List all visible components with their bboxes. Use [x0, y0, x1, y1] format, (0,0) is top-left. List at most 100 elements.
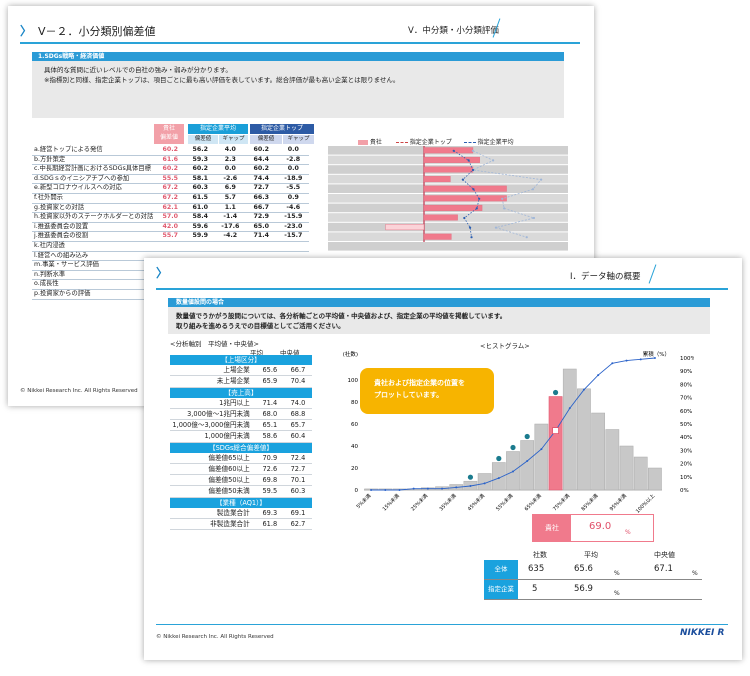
cell-self: 42.0 — [155, 222, 186, 233]
back-section-label: Ⅴ．中分類・小分類評価 — [408, 26, 499, 36]
cell-med: 69.1 — [283, 507, 312, 520]
top-line-point — [503, 207, 506, 210]
chart-row-band — [328, 242, 568, 251]
cell-avg: 65.1 — [255, 419, 284, 432]
avg-line-point — [471, 168, 475, 172]
cell-label: f.社外開示 — [32, 193, 156, 204]
description-box: 1.SDGs戦略・経済価値 具体的な質問に近いレベルでの自社の強み・弱みが分かり… — [32, 52, 564, 118]
cell-label: i.推進委員会の設置 — [32, 222, 156, 233]
table-row: b.方針策定 61.6 59.3 2.3 64.4 -2.8 — [32, 155, 310, 166]
stats-header-med: 中央値 — [654, 551, 675, 559]
cell-self: 62.1 — [155, 203, 186, 214]
x-tick-label: 100%以上 — [634, 492, 656, 514]
stats-row-all-unit: % — [614, 570, 620, 577]
cell-med: 70.1 — [283, 474, 312, 487]
cell-label: 偏差値60以上 — [170, 463, 256, 476]
cell-label: 1,000億円未満 — [170, 430, 256, 443]
legend-top-line-icon — [395, 142, 408, 143]
cell-med: 72.4 — [283, 452, 312, 465]
y-tick-label: 100 — [348, 378, 359, 384]
cumulative-point — [540, 448, 543, 451]
front-footer-rule — [156, 624, 728, 625]
group-header-row: 【業種（AQ1）】 — [170, 497, 312, 508]
top-line — [471, 150, 542, 238]
bar-legend: 貴社 指定企業トップ 指定企業平均 — [358, 137, 514, 146]
cell-label: g.投資家との対話 — [32, 203, 156, 214]
cell-avg: 60.3 — [185, 183, 216, 194]
cell-top: 66.3 — [245, 193, 278, 204]
cell-med: 65.7 — [283, 419, 312, 432]
cell-self: 55.5 — [155, 174, 186, 185]
cell-top-gap: -2.8 — [277, 155, 310, 166]
self-col-header: 貴社 偏差値 — [154, 124, 184, 144]
self-value-unit: % — [625, 529, 631, 536]
legend-top-label: 指定企業トップ — [409, 139, 452, 146]
stats-row-all: 全体 635 65.6 % 67.1 % — [484, 560, 702, 580]
y2-tick-label: 90% — [680, 369, 692, 375]
cell-avg: 61.8 — [255, 518, 284, 531]
self-bar — [423, 156, 480, 163]
cell-label: m.事業・サービス評価 — [32, 260, 156, 271]
stats-row-designated: 指定企業 5 56.9 % — [484, 580, 702, 600]
cell-avg: 60.2 — [185, 164, 216, 175]
cumulative-point — [497, 477, 500, 480]
front-title-chevron-icon: 〉 — [156, 266, 169, 280]
cell-label: b.方針策定 — [32, 155, 156, 166]
callout-line-1: 貴社および指定企業の位置を — [374, 379, 465, 387]
callout-pointer-icon — [480, 386, 492, 396]
cell-avg: 68.0 — [255, 408, 284, 421]
cell-top: 60.2 — [245, 164, 278, 175]
avg-line-point — [467, 159, 470, 162]
avg-line-point — [452, 149, 455, 152]
y2-tick-label: 10% — [680, 475, 692, 481]
cell-label: l.経営への組み込み — [32, 251, 156, 262]
cell-avg — [185, 241, 216, 252]
cell-top-gap: -4.6 — [277, 203, 310, 214]
cell-avg-gap: 2.3 — [215, 155, 246, 166]
self-value-number: 69.0 — [589, 521, 612, 532]
table-row: a.経営トップによる発信 60.2 56.2 4.0 60.2 0.0 — [32, 146, 310, 156]
legend-self-swatch-icon — [358, 140, 368, 145]
back-page-title: Ⅴ－２．小分類別偏差値 — [38, 25, 156, 38]
x-tick-label: 65%未満 — [523, 492, 543, 512]
top-line-point — [525, 236, 528, 239]
table-row: i.推進委員会の設置 42.0 59.6 -17.6 65.0 -23.0 — [32, 222, 310, 233]
cell-top: 65.0 — [245, 222, 278, 233]
y-axis-label: (社数) — [343, 350, 358, 358]
cell-label: 上場企業 — [170, 365, 256, 377]
avg-col-header: 指定企業平均 — [188, 124, 248, 134]
table-row: k.社内浸透 — [32, 241, 310, 252]
x-tick-label: 5%未満 — [355, 492, 373, 510]
cumulative-point — [483, 482, 486, 485]
cell-avg-gap: 1.1 — [215, 203, 246, 214]
table-row: g.投資家との対話 62.1 61.0 1.1 66.7 -4.6 — [32, 203, 310, 214]
top-line-point — [471, 149, 475, 152]
cell-label: e.新型コロナウイルスへの対応 — [32, 183, 156, 194]
self-position-marker — [552, 427, 559, 434]
table-row: 1,000億～3,000億円未満 65.1 65.7 — [170, 419, 312, 432]
group-header-row: 【売上高】 — [170, 387, 312, 398]
cumulative-point — [611, 362, 614, 365]
header-rule — [20, 42, 580, 44]
cell-label: j.推進委員会の役割 — [32, 231, 156, 242]
cumulative-point — [370, 489, 373, 491]
x-tick-label: 75%未満 — [551, 492, 571, 512]
axis-table-header-med: 中央値 — [280, 349, 300, 357]
x-tick-label: 15%未満 — [381, 492, 401, 512]
cell-label: k.社内浸透 — [32, 241, 156, 252]
self-bar — [423, 214, 458, 221]
table-row: h.投資家以外のステークホルダーとの対話 57.0 58.4 -1.4 72.9 -15.… — [32, 212, 310, 223]
cell-avg: 58.1 — [185, 174, 216, 185]
histogram-bar — [548, 396, 563, 491]
back-desc-line-1: 具体的な質問に近いレベルでの自社の強み・弱みが分かります。 — [44, 66, 232, 74]
front-report-page: 〉 Ⅰ．データ軸の概要 数量値設問の場合 数量値でうかがう設問については、各分析… — [144, 258, 742, 660]
cell-avg: 61.0 — [185, 203, 216, 214]
y2-tick-label: 40% — [680, 435, 692, 441]
top-sub-header-1: 偏差値 — [250, 135, 282, 144]
cell-top: 72.9 — [245, 212, 278, 223]
self-bar — [423, 166, 474, 173]
y2-tick-label: 50% — [680, 422, 692, 428]
histogram-bar — [534, 423, 549, 491]
score-bar-chart — [328, 146, 568, 251]
histogram-bar — [605, 429, 620, 491]
